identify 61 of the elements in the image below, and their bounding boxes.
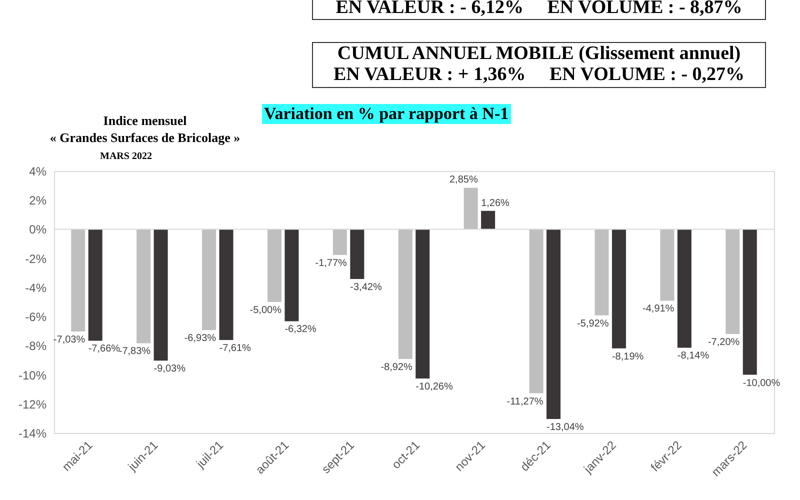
- bar: [136, 229, 151, 344]
- bar: [267, 229, 282, 302]
- bar: [202, 229, 216, 330]
- data-label: -7,03%: [53, 334, 86, 346]
- data-label: -5,92%: [577, 318, 609, 330]
- y-tick-label: 2%: [29, 194, 47, 208]
- data-label: -1,77%: [315, 258, 348, 269]
- bar: [529, 229, 544, 394]
- chart-title: Variation en % par rapport à N-1: [262, 104, 511, 124]
- bar: [594, 229, 609, 316]
- y-tick-label: -14%: [18, 426, 47, 440]
- data-label: -13,04%: [546, 422, 584, 434]
- text: « Grandes Surfaces de Bricolage »: [48, 130, 242, 146]
- data-label: -7,20%: [708, 337, 740, 348]
- y-tick-label: -6%: [25, 310, 47, 324]
- data-label: -7,61%: [219, 342, 252, 354]
- bar: [284, 229, 299, 322]
- text: CUMUL ANNUEL MOBILE (Glissement annuel): [336, 43, 742, 64]
- bar: [332, 229, 347, 255]
- bar: [219, 229, 234, 340]
- bar: [416, 229, 430, 379]
- data-label: -6,93%: [184, 333, 216, 344]
- bar: [71, 229, 86, 332]
- data-label: -10,26%: [416, 382, 453, 393]
- data-label: -7,83%: [118, 346, 151, 358]
- text: Indice mensuel: [103, 113, 187, 128]
- data-label: -6,32%: [284, 324, 316, 336]
- text: EN VALEUR : - 6,12% EN VOLUME : - 8,87%: [313, 0, 765, 19]
- data-label: -9,03%: [154, 364, 186, 375]
- data-label: -7,66%: [88, 344, 120, 355]
- bar: [398, 229, 412, 360]
- data-label: -8,19%: [612, 351, 644, 362]
- bar: [154, 229, 168, 361]
- data-label: -11,27%: [506, 396, 544, 408]
- data-label: -4,91%: [642, 304, 674, 315]
- data-label: -8,14%: [677, 350, 710, 362]
- bar: [660, 229, 674, 301]
- data-label: -3,42%: [350, 282, 382, 293]
- y-tick-label: -4%: [25, 280, 47, 295]
- bar: [742, 229, 757, 375]
- y-tick-label: 0%: [29, 222, 47, 237]
- data-label: -8,92%: [380, 362, 412, 374]
- data-label: 2,85%: [449, 174, 478, 186]
- bar: [546, 229, 561, 420]
- data-label: -5,00%: [250, 305, 282, 316]
- y-tick-label: -2%: [25, 252, 47, 266]
- y-tick-label: -10%: [18, 368, 47, 382]
- bar: [464, 188, 478, 230]
- bar: [350, 229, 364, 279]
- bar: [726, 229, 740, 334]
- data-label: 1,26%: [481, 198, 510, 209]
- data-label: -10,00%: [742, 378, 780, 389]
- bar: [481, 210, 496, 230]
- y-tick-label: -8%: [25, 339, 47, 354]
- bar: [88, 229, 102, 341]
- bar: [677, 229, 692, 348]
- text: EN VALEUR : + 1,36% EN VOLUME : - 0,27%: [332, 64, 746, 85]
- y-tick-label: 4%: [29, 164, 47, 178]
- y-tick-label: -12%: [18, 397, 47, 412]
- bar: [612, 229, 626, 348]
- chart-subtitle: MARS 2022: [100, 151, 152, 162]
